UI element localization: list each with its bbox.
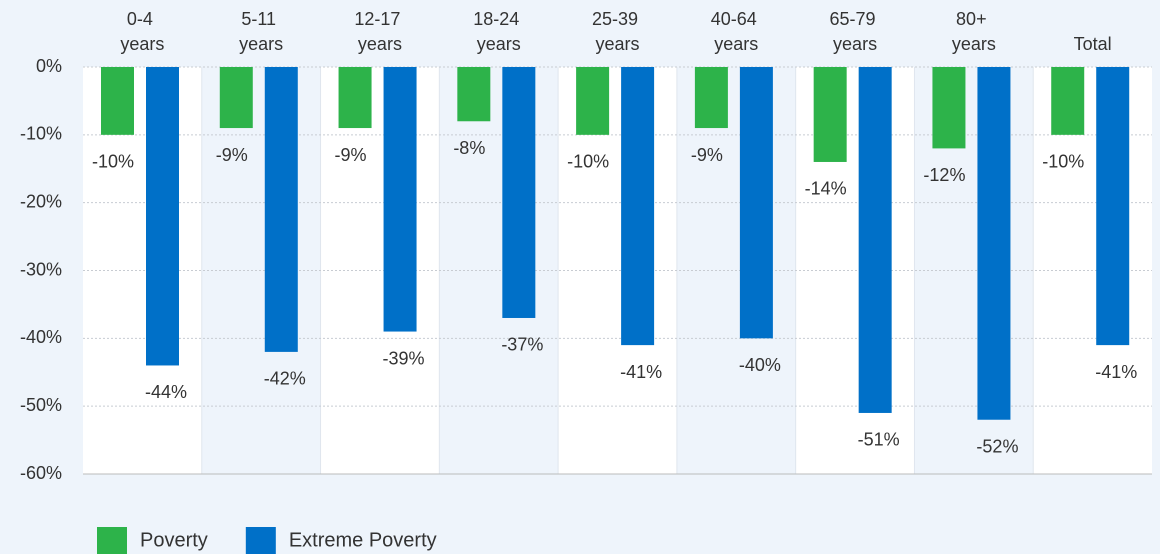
data-label: -41% (620, 362, 662, 382)
bar (739, 67, 773, 339)
x-tick-label: 12-17 years (354, 9, 405, 54)
bar (694, 67, 728, 129)
data-label: -10% (1042, 152, 1084, 172)
data-label: -39% (383, 348, 425, 368)
bar (621, 67, 655, 346)
y-tick-label: -40% (20, 327, 62, 347)
x-tick-label: 40-64 years (711, 9, 762, 54)
data-label: -40% (739, 355, 781, 375)
data-label: -37% (501, 335, 543, 355)
data-label: -10% (92, 152, 134, 172)
bar (858, 67, 892, 413)
legend-label: Extreme Poverty (289, 529, 437, 551)
y-tick-label: -50% (20, 395, 62, 415)
x-tick-label: 5-11 years (239, 9, 283, 54)
y-tick-label: -60% (20, 463, 62, 483)
legend-swatch (97, 527, 127, 554)
data-label: -41% (1095, 362, 1137, 382)
y-tick-label: -30% (20, 259, 62, 279)
x-tick-label: 18-24 years (473, 9, 524, 54)
data-label: -12% (923, 165, 965, 185)
x-tick-label: 65-79 years (830, 9, 881, 54)
bar (338, 67, 372, 129)
bar (264, 67, 298, 352)
legend-label: Poverty (140, 529, 208, 551)
bar (977, 67, 1011, 420)
x-tick-label: Total (1074, 34, 1112, 54)
bar (457, 67, 491, 122)
y-tick-label: 0% (36, 56, 62, 76)
bar (1096, 67, 1130, 346)
y-tick-label: -10% (20, 124, 62, 144)
data-label: -14% (805, 179, 847, 199)
data-label: -51% (858, 430, 900, 450)
x-tick-label: 80+ years (952, 9, 996, 54)
data-label: -42% (264, 369, 306, 389)
data-label: -8% (453, 138, 485, 158)
y-tick-label: -20% (20, 191, 62, 211)
bar (932, 67, 966, 149)
data-label: -9% (691, 145, 723, 165)
bar (576, 67, 610, 135)
bar (502, 67, 536, 318)
data-label: -10% (567, 152, 609, 172)
bar (1051, 67, 1085, 135)
bar (101, 67, 134, 135)
data-label: -44% (145, 382, 187, 402)
data-label: -9% (216, 145, 248, 165)
x-tick-label: 25-39 years (592, 9, 643, 54)
bar (146, 67, 179, 366)
legend-swatch (245, 527, 276, 554)
bar (383, 67, 417, 332)
x-tick-label: 0-4 years (120, 9, 164, 54)
data-label: -9% (335, 145, 367, 165)
bar (813, 67, 847, 162)
bar (219, 67, 253, 129)
data-label: -52% (976, 436, 1018, 456)
